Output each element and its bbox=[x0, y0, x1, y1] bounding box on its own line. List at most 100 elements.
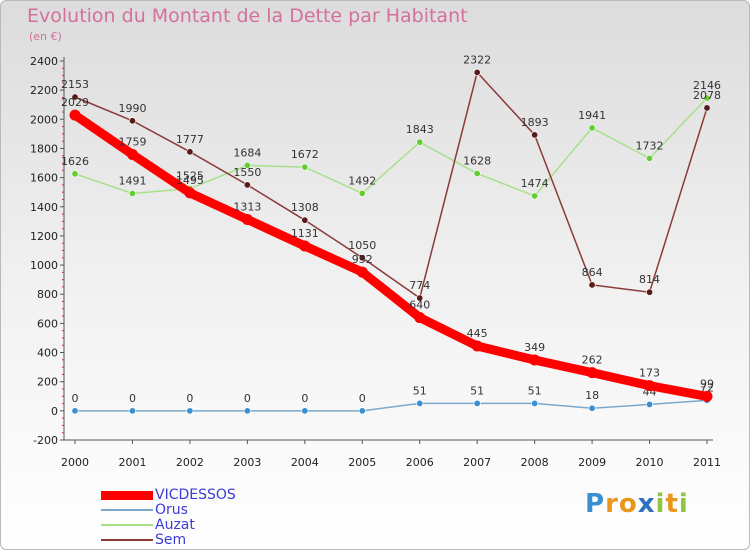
data-point bbox=[128, 117, 136, 125]
data-label: 18 bbox=[585, 389, 599, 402]
data-point bbox=[646, 400, 654, 408]
data-point bbox=[416, 294, 424, 302]
data-label: 640 bbox=[409, 299, 430, 312]
data-point bbox=[128, 190, 136, 198]
data-label: 1313 bbox=[233, 200, 261, 213]
legend-label: VICDESSOS bbox=[155, 487, 236, 503]
data-label: 1474 bbox=[521, 177, 549, 190]
data-label: 0 bbox=[301, 392, 308, 405]
y-tick-label: 1400 bbox=[30, 201, 58, 214]
data-point bbox=[646, 288, 654, 296]
data-label: 1131 bbox=[291, 227, 319, 240]
x-tick-label: 2004 bbox=[291, 456, 319, 469]
data-point bbox=[703, 104, 711, 112]
data-label: 1941 bbox=[578, 109, 606, 122]
data-point bbox=[358, 189, 366, 197]
data-label: 2146 bbox=[693, 79, 721, 92]
data-label: 2078 bbox=[693, 89, 721, 102]
data-label: 349 bbox=[524, 341, 545, 354]
data-point bbox=[703, 94, 711, 102]
x-tick-label: 2000 bbox=[61, 456, 89, 469]
data-label: 1990 bbox=[118, 102, 146, 115]
y-tick-label: 0 bbox=[51, 405, 58, 418]
data-point bbox=[241, 213, 253, 225]
x-tick-label: 2009 bbox=[578, 456, 606, 469]
x-tick-label: 2002 bbox=[176, 456, 204, 469]
data-label: 2322 bbox=[463, 53, 491, 66]
legend-swatch bbox=[101, 490, 153, 500]
logo-letter: x bbox=[637, 489, 656, 519]
data-point bbox=[186, 148, 194, 156]
data-point bbox=[588, 124, 596, 132]
data-label: 1777 bbox=[176, 133, 204, 146]
data-label: 51 bbox=[528, 384, 542, 397]
y-tick-label: 400 bbox=[37, 347, 58, 360]
data-label: 99 bbox=[700, 377, 714, 390]
data-point bbox=[243, 181, 251, 189]
data-label: 0 bbox=[129, 392, 136, 405]
data-point bbox=[473, 68, 481, 76]
data-point bbox=[184, 187, 196, 199]
series-line-vicdessos bbox=[70, 110, 712, 401]
data-label: 1759 bbox=[118, 135, 146, 148]
data-point bbox=[473, 170, 481, 178]
data-point bbox=[69, 109, 81, 121]
data-point bbox=[358, 407, 366, 415]
chart-title: Evolution du Montant de la Dette par Hab… bbox=[27, 5, 468, 27]
data-label: 1050 bbox=[348, 239, 376, 252]
data-label: 2153 bbox=[61, 78, 89, 91]
y-tick-label: -200 bbox=[33, 434, 58, 447]
data-label: 1843 bbox=[406, 123, 434, 136]
legend-swatch bbox=[101, 524, 153, 526]
y-tick-label: 1200 bbox=[30, 230, 58, 243]
legend-swatch bbox=[101, 539, 153, 541]
data-label: 0 bbox=[186, 392, 193, 405]
x-tick-label: 2001 bbox=[118, 456, 146, 469]
logo-letter: o bbox=[618, 489, 638, 519]
data-label: 1893 bbox=[521, 116, 549, 129]
y-tick-label: 2200 bbox=[30, 84, 58, 97]
y-tick-label: 800 bbox=[37, 288, 58, 301]
x-tick-label: 2007 bbox=[463, 456, 491, 469]
data-point bbox=[471, 340, 483, 352]
data-point bbox=[586, 367, 598, 379]
logo-letter: i bbox=[655, 489, 666, 519]
data-label: 1672 bbox=[291, 148, 319, 161]
brand-logo: Proxiti bbox=[585, 489, 689, 519]
x-tick-label: 2003 bbox=[233, 456, 261, 469]
data-point bbox=[243, 407, 251, 415]
y-tick-label: 1000 bbox=[30, 259, 58, 272]
data-point bbox=[644, 380, 656, 392]
data-label: 1684 bbox=[233, 146, 261, 159]
legend-label: Auzat bbox=[155, 517, 195, 533]
y-tick-label: 2400 bbox=[30, 55, 58, 68]
data-label: 51 bbox=[413, 384, 427, 397]
data-point bbox=[301, 163, 309, 171]
data-point bbox=[701, 390, 713, 402]
x-tick-label: 2008 bbox=[521, 456, 549, 469]
data-point bbox=[414, 312, 426, 324]
data-label: 0 bbox=[72, 392, 79, 405]
data-label: 1550 bbox=[233, 166, 261, 179]
data-point bbox=[356, 266, 368, 278]
logo-letter: i bbox=[678, 489, 689, 519]
data-label: 952 bbox=[352, 253, 373, 266]
data-point bbox=[473, 399, 481, 407]
legend-swatch bbox=[101, 509, 153, 511]
data-label: 51 bbox=[470, 384, 484, 397]
legend-label: Sem bbox=[155, 532, 187, 548]
x-tick-label: 2005 bbox=[348, 456, 376, 469]
data-point bbox=[416, 399, 424, 407]
data-label: 2029 bbox=[61, 96, 89, 109]
data-point bbox=[358, 254, 366, 262]
data-label: 814 bbox=[639, 273, 660, 286]
data-point bbox=[301, 216, 309, 224]
data-point bbox=[531, 192, 539, 200]
data-point bbox=[301, 407, 309, 415]
legend-label: Orus bbox=[155, 502, 188, 518]
data-label: 1732 bbox=[636, 139, 664, 152]
data-label: 0 bbox=[244, 392, 251, 405]
data-label: 262 bbox=[582, 354, 603, 367]
